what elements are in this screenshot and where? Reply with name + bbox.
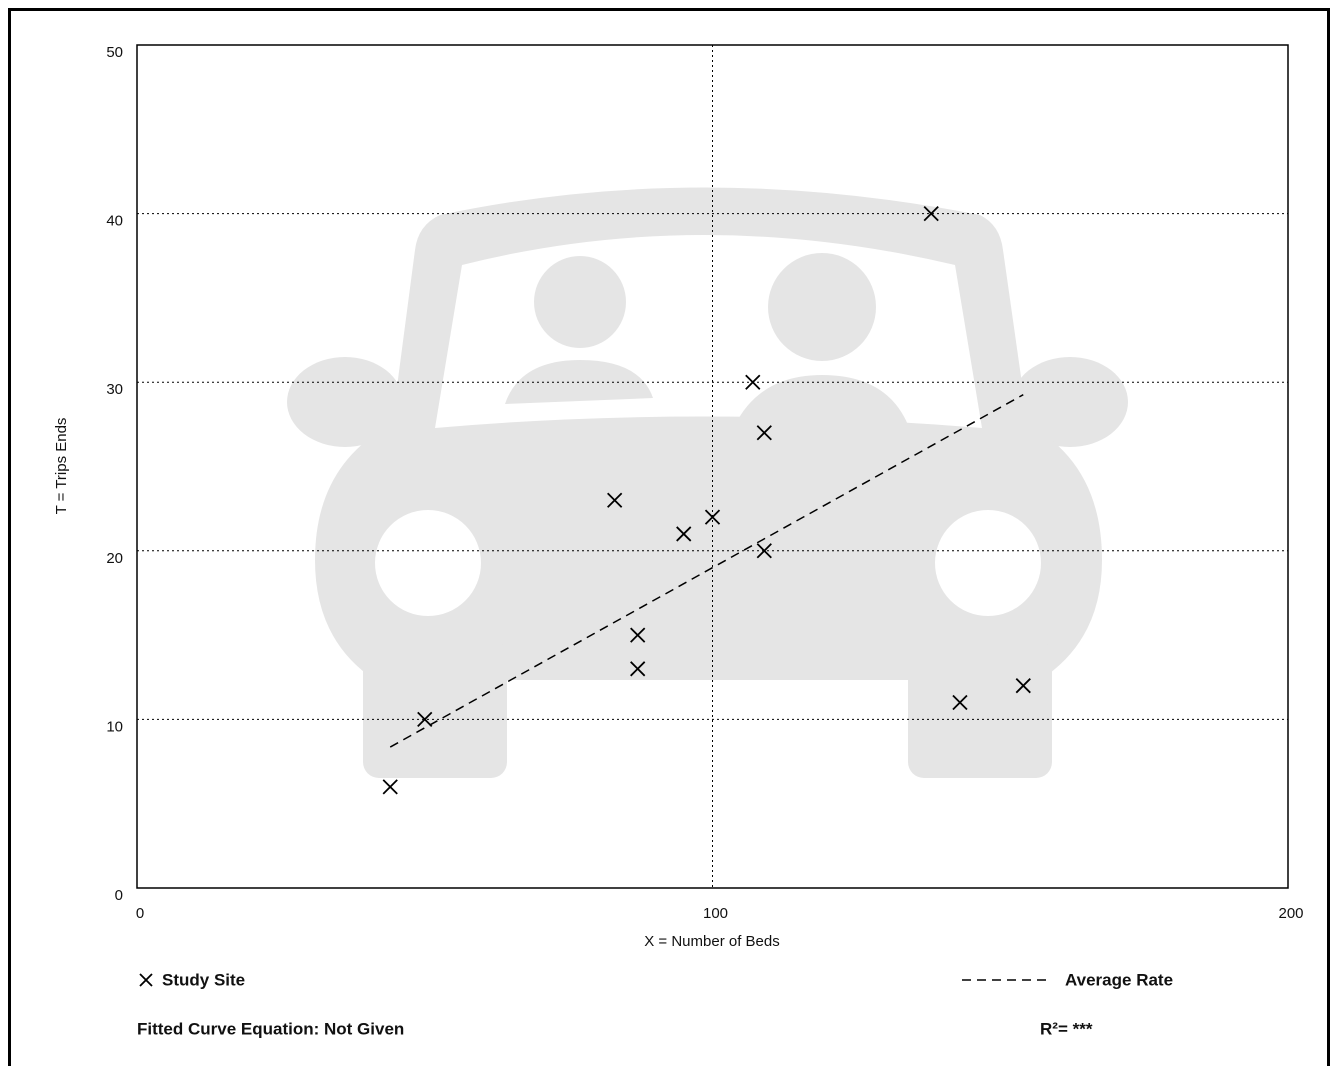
marker-stroke bbox=[417, 711, 433, 728]
y-tick-label: 10 bbox=[106, 718, 123, 735]
legend-marker bbox=[139, 973, 153, 987]
marker bbox=[382, 779, 398, 795]
y-tick-label: 40 bbox=[106, 213, 123, 230]
marker bbox=[923, 205, 939, 222]
marker bbox=[676, 526, 692, 542]
marker bbox=[756, 425, 772, 441]
marker bbox=[704, 509, 721, 525]
marker bbox=[745, 374, 761, 390]
marker-stroke bbox=[676, 526, 692, 542]
marker bbox=[417, 711, 433, 728]
y-axis-label: T = Trips Ends bbox=[53, 418, 70, 515]
marker-stroke bbox=[952, 694, 968, 711]
marker-stroke bbox=[139, 973, 153, 987]
legend-label: Average Rate bbox=[1065, 970, 1173, 989]
x-tick-label: 0 bbox=[136, 905, 144, 922]
marker bbox=[607, 492, 623, 508]
marker-stroke bbox=[756, 543, 772, 559]
car-details bbox=[375, 235, 1041, 616]
marker-stroke bbox=[704, 509, 721, 525]
marker bbox=[630, 661, 646, 677]
x-axis-label: X = Number of Beds bbox=[644, 933, 779, 950]
x-tick-label: 200 bbox=[1278, 905, 1303, 922]
marker-stroke bbox=[745, 374, 761, 390]
marker-stroke bbox=[630, 627, 646, 643]
y-tick-label: 30 bbox=[106, 381, 123, 398]
marker bbox=[630, 627, 646, 643]
annotation: Fitted Curve Equation: Not Given bbox=[137, 1019, 404, 1038]
marker-stroke bbox=[1015, 678, 1031, 694]
average-rate-line bbox=[389, 394, 1024, 748]
marker bbox=[756, 543, 772, 559]
marker bbox=[952, 694, 968, 711]
marker-stroke bbox=[607, 492, 623, 508]
annotation: R²= *** bbox=[1040, 1019, 1093, 1038]
y-tick-label: 0 bbox=[115, 887, 123, 904]
marker-stroke bbox=[923, 205, 939, 222]
legend-label: Study Site bbox=[162, 970, 245, 989]
y-tick-label: 50 bbox=[106, 44, 123, 61]
y-tick-label: 20 bbox=[106, 550, 123, 567]
x-tick-label: 100 bbox=[703, 905, 728, 922]
marker-stroke bbox=[756, 425, 772, 441]
marker-stroke bbox=[630, 661, 646, 677]
marker-stroke bbox=[382, 779, 398, 795]
frame bbox=[8, 8, 1330, 1066]
marker bbox=[1015, 678, 1031, 694]
